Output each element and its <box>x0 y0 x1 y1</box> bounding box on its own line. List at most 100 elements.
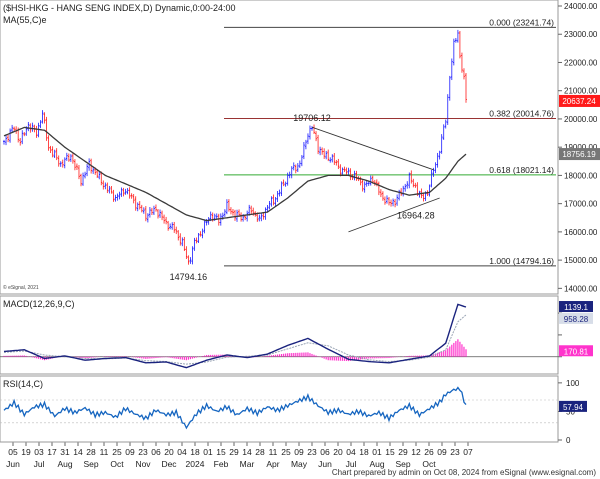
macd-signal-line <box>3 314 467 365</box>
x-tick-label-31: 12 <box>411 447 421 457</box>
macd-value-tag <box>559 301 593 313</box>
hist-value: 170.81 <box>564 347 589 356</box>
annotation-2: 14794.16 <box>170 272 208 282</box>
x-month-label-20: Apr <box>266 459 279 469</box>
price-tick-label-5: 19000.00 <box>564 143 598 152</box>
x-tick-label-24: 06 <box>320 447 330 457</box>
macd-line <box>3 303 467 369</box>
x-tick-label-22: 09 <box>294 447 304 457</box>
price-tick-label-10: 14000.00 <box>564 284 598 293</box>
x-tick-label-27: 18 <box>359 447 369 457</box>
x-tick-label-25: 20 <box>333 447 343 457</box>
rsi-value-tag <box>559 400 587 412</box>
price-tick-label-7: 17000.00 <box>564 200 598 209</box>
price-tick-label-6: 18000.00 <box>564 171 598 180</box>
x-tick-label-12: 20 <box>164 447 174 457</box>
rsi-tick-label-1: 50 <box>566 407 575 416</box>
x-tick-label-13: 04 <box>177 447 187 457</box>
x-month-label-16: Feb <box>214 459 229 469</box>
rsi-value: 57.94 <box>563 403 584 412</box>
chart-title: ($HSI-HKG - HANG SENG INDEX,D) Dynamic,0… <box>3 3 236 13</box>
price-tick-label-0: 24000.00 <box>564 2 598 11</box>
trendline-1 <box>348 197 440 233</box>
x-tick-label-11: 06 <box>151 447 161 457</box>
x-month-label-28: Aug <box>369 459 384 469</box>
x-month-label-8: Oct <box>110 459 124 469</box>
rsi-line <box>3 386 467 430</box>
x-month-label-2: Jul <box>34 459 45 469</box>
x-tick-label-16: 15 <box>216 447 226 457</box>
rsi-tick-label-2: 0 <box>566 436 571 445</box>
x-month-label-26: Jul <box>346 459 357 469</box>
x-tick-label-33: 09 <box>437 447 447 457</box>
x-tick-label-18: 14 <box>242 447 252 457</box>
fib-label-2: 0.618 (18021.14) <box>489 165 554 175</box>
ma-55-line <box>3 126 467 222</box>
trendline-0 <box>311 126 434 171</box>
x-tick-label-10: 23 <box>138 447 148 457</box>
x-tick-label-15: 01 <box>203 447 213 457</box>
x-tick-label-29: 15 <box>385 447 395 457</box>
x-tick-label-9: 09 <box>125 447 135 457</box>
x-tick-label-1: 19 <box>21 447 31 457</box>
macd-plot-area <box>0 303 558 369</box>
x-tick-label-30: 29 <box>398 447 408 457</box>
price-tick-label-2: 22000.00 <box>564 58 598 67</box>
current-price-value: 20637.24 <box>562 97 596 106</box>
x-month-label-6: Sep <box>83 459 98 469</box>
x-month-label-12: Dec <box>161 459 177 469</box>
annotation-0: 19706.12 <box>293 113 331 123</box>
rsi-plot-area <box>0 386 558 430</box>
fib-label-3: 1.000 (14794.16) <box>489 256 554 266</box>
price-tick-label-4: 20000.00 <box>564 115 598 124</box>
x-tick-label-21: 25 <box>281 447 291 457</box>
price-tick-label-9: 15000.00 <box>564 256 598 265</box>
x-month-label-22: May <box>291 459 308 469</box>
rsi-tick-label-0: 100 <box>566 379 580 388</box>
current-price-tag <box>559 94 600 107</box>
rsi-title: RSI(14,C) <box>3 379 43 389</box>
x-tick-label-4: 31 <box>60 447 70 457</box>
price-tick-label-3: 21000.00 <box>564 87 598 96</box>
x-tick-label-2: 03 <box>34 447 44 457</box>
ma-value-tag <box>559 148 600 161</box>
x-tick-label-34: 23 <box>450 447 460 457</box>
signal-value: 958.28 <box>564 315 589 324</box>
x-tick-label-19: 28 <box>255 447 265 457</box>
fib-label-0: 0.000 (23241.74) <box>489 17 554 27</box>
footer-credit: Chart prepared by admin on Oct 08, 2024 … <box>332 468 596 477</box>
x-tick-label-14: 18 <box>190 447 200 457</box>
price-plot-area: 0.000 (23241.74) 0.382 (20014.76) 0.618 (1… <box>3 17 556 282</box>
hist-value-tag <box>559 345 593 357</box>
copyright-note: © eSignal, 2021 <box>3 284 39 291</box>
x-tick-label-3: 17 <box>47 447 57 457</box>
x-tick-label-7: 11 <box>100 447 109 457</box>
x-tick-label-8: 25 <box>112 447 122 457</box>
x-tick-label-20: 11 <box>269 447 278 457</box>
x-month-label-0: Jun <box>6 459 20 469</box>
x-month-label-4: Aug <box>57 459 72 469</box>
signal-value-tag <box>559 312 593 324</box>
ma-legend: MA(55,C)e <box>3 15 47 25</box>
fib-label-1: 0.382 (20014.76) <box>489 109 554 119</box>
annotation-1: 16964.28 <box>397 211 435 221</box>
x-month-label-14: 2024 <box>186 459 205 469</box>
x-month-label-30: Sep <box>395 459 410 469</box>
macd-value: 1139.1 <box>564 303 588 312</box>
x-tick-label-35: 07 <box>463 447 473 457</box>
x-tick-label-5: 14 <box>73 447 83 457</box>
x-tick-label-26: 04 <box>346 447 356 457</box>
x-month-label-32: Oct <box>422 459 436 469</box>
x-month-label-24: Jun <box>318 459 332 469</box>
x-month-label-10: Nov <box>135 459 151 469</box>
price-tick-label-8: 16000.00 <box>564 228 598 237</box>
ma-value-label: 18756.19 <box>562 150 596 159</box>
x-tick-label-32: 26 <box>424 447 434 457</box>
x-tick-label-0: 05 <box>8 447 18 457</box>
x-tick-label-23: 23 <box>307 447 317 457</box>
price-tick-label-1: 23000.00 <box>564 30 598 39</box>
axes: 24000.00 23000.00 22000.00 21000.00 20000.00… <box>0 2 600 469</box>
macd-title: MACD(12,26,9,C) <box>3 299 75 309</box>
